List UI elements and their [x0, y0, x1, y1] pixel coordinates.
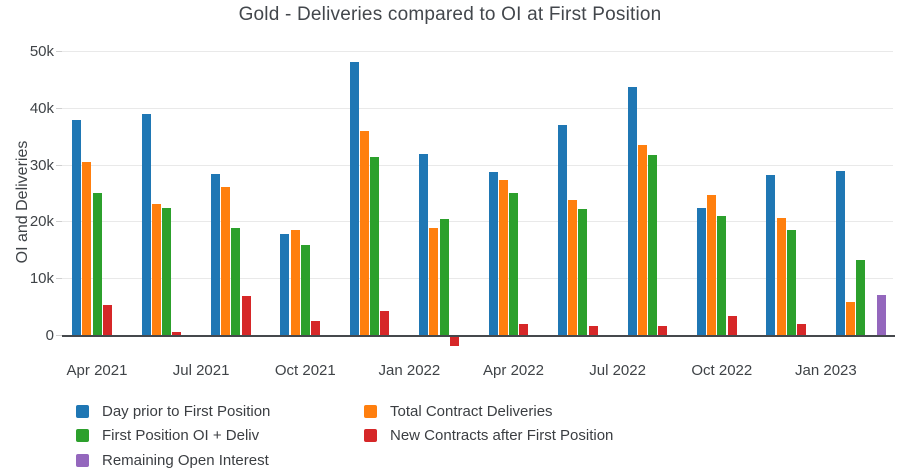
bar-day-prior-to-first-position [766, 174, 776, 336]
y-tick-label: 30k [29, 156, 54, 174]
plot-area: 0 10k 20k 30k 40k 50k [30, 43, 895, 347]
legend-swatch-icon [76, 404, 89, 418]
y-tick-mark [56, 278, 62, 280]
bar-first-position-oi-deliv [439, 219, 449, 336]
legend-swatch-icon [76, 429, 89, 442]
bar-day-prior-to-first-position [141, 113, 151, 336]
bar-total-contract-deliveries [151, 203, 161, 336]
x-tick-label: Jan 2023 [795, 362, 857, 379]
bar-first-position-oi-deliv [92, 192, 102, 336]
bar-day-prior-to-first-position [488, 172, 498, 336]
y-tick-mark [56, 221, 62, 223]
y-tick-label: 0 [45, 327, 54, 344]
bar-total-contract-deliveries [221, 186, 231, 336]
bar-total-contract-deliveries [568, 199, 578, 336]
bar-day-prior-to-first-position [210, 174, 220, 336]
bar-first-position-oi-deliv [509, 192, 518, 336]
bar-first-position-oi-deliv [578, 209, 588, 336]
gridline [62, 164, 893, 166]
bar-day-prior-to-first-position [558, 124, 567, 336]
legend-swatch-icon [364, 429, 377, 442]
legend-label: Total Contract Deliveries [390, 402, 553, 420]
bar-day-prior-to-first-position [627, 87, 637, 336]
y-tick-mark [56, 51, 62, 52]
bar-first-position-oi-deliv [717, 215, 727, 336]
legend-swatch-icon [76, 453, 89, 467]
bar-total-contract-deliveries [707, 194, 717, 336]
legend-label: Day prior to First Position [102, 402, 271, 420]
bar-new-contracts-after-first-position [449, 336, 459, 347]
bar-total-contract-deliveries [637, 144, 647, 336]
x-axis-line [62, 335, 895, 337]
bar-day-prior-to-first-position [696, 208, 706, 336]
bar-new-contracts-after-first-position [519, 323, 529, 336]
bar-new-contracts-after-first-position [380, 311, 390, 336]
bar-first-position-oi-deliv [161, 208, 171, 336]
y-tick-label: 40k [29, 99, 54, 117]
bar-day-prior-to-first-position [72, 119, 82, 336]
bar-total-contract-deliveries [82, 162, 92, 336]
y-tick-label: 20k [29, 213, 54, 231]
bar-first-position-oi-deliv [300, 245, 310, 336]
legend-item-total-contract-deliveries[interactable]: Total Contract Deliveries [364, 402, 553, 420]
bar-first-position-oi-deliv [231, 228, 241, 336]
bar-total-contract-deliveries [360, 131, 369, 336]
legend-label: First Position OI + Deliv [102, 427, 260, 444]
y-tick-mark [56, 107, 62, 109]
bar-new-contracts-after-first-position [796, 324, 806, 336]
bar-day-prior-to-first-position [349, 61, 359, 336]
y-tick-mark [56, 335, 62, 336]
legend-item-remaining-open-interest[interactable]: Remaining Open Interest [76, 451, 269, 469]
x-tick-label: Jan 2022 [378, 362, 441, 379]
bar-total-contract-deliveries [290, 229, 300, 336]
bar-total-contract-deliveries [776, 218, 786, 336]
gridline [62, 278, 893, 280]
bar-total-contract-deliveries [498, 180, 508, 336]
legend-item-first-position-oi-deliv[interactable]: First Position OI + Deliv [76, 427, 260, 444]
bar-first-position-oi-deliv [786, 230, 796, 336]
x-tick-label: Jul 2021 [172, 362, 230, 379]
legend-label: Remaining Open Interest [102, 451, 269, 469]
legend-item-day-prior-to-first-position[interactable]: Day prior to First Position [76, 402, 271, 420]
bar-total-contract-deliveries [429, 228, 439, 336]
x-tick-label: Apr 2021 [66, 362, 128, 379]
bar-day-prior-to-first-position [419, 154, 429, 336]
bar-new-contracts-after-first-position [172, 331, 182, 336]
x-tick-label: Oct 2022 [691, 362, 753, 379]
legend-item-new-contracts-after-first-position[interactable]: New Contracts after First Position [364, 427, 614, 444]
y-tick-label: 10k [29, 270, 54, 288]
y-tick-label: 50k [29, 43, 54, 60]
y-axis-label: OI and Deliveries [14, 140, 31, 264]
bar-new-contracts-after-first-position [241, 295, 251, 336]
y-tick-mark [56, 164, 62, 166]
bar-new-contracts-after-first-position [102, 305, 112, 336]
gridline [62, 51, 893, 52]
bar-first-position-oi-deliv [647, 154, 657, 336]
x-tick-label: Apr 2022 [483, 362, 544, 379]
legend-label: New Contracts after First Position [390, 427, 614, 444]
chart-title: Gold - Deliveries compared to OI at Firs… [238, 4, 662, 25]
bar-day-prior-to-first-position [280, 233, 290, 336]
gridline [62, 107, 893, 109]
bar-first-position-oi-deliv [370, 157, 380, 336]
bar-new-contracts-after-first-position [727, 316, 737, 336]
gridline [62, 221, 893, 223]
bar-remaining-open-interest [876, 294, 886, 336]
bar-new-contracts-after-first-position [588, 325, 598, 336]
x-tick-label: Oct 2021 [274, 362, 336, 379]
bar-first-position-oi-deliv [856, 259, 866, 336]
bar-day-prior-to-first-position [835, 170, 845, 336]
bar-new-contracts-after-first-position [658, 325, 668, 336]
bar-new-contracts-after-first-position [311, 321, 320, 336]
legend-swatch-icon [364, 404, 377, 418]
bar-total-contract-deliveries [845, 301, 855, 336]
x-tick-label: Jul 2022 [589, 362, 646, 379]
